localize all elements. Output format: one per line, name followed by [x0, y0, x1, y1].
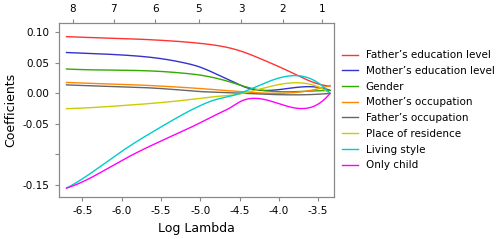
Line: Gender: Gender	[66, 69, 330, 92]
Y-axis label: Coefficients: Coefficients	[4, 73, 17, 147]
Living style	[190, 108, 196, 110]
Line: Living style: Living style	[66, 76, 330, 188]
Only child	[64, 187, 70, 190]
Place of residence	[220, 95, 226, 98]
Gender	[220, 79, 226, 81]
Only child	[327, 92, 333, 95]
Father’s occupation	[220, 91, 226, 94]
Line: Mother’s occupation: Mother’s occupation	[66, 82, 330, 93]
Father’s occupation	[291, 93, 297, 96]
Line: Father’s occupation: Father’s occupation	[66, 85, 330, 95]
Father’s occupation	[327, 92, 333, 95]
Mother’s education level	[280, 88, 286, 91]
Place of residence	[190, 98, 196, 101]
Mother’s occupation	[220, 89, 226, 92]
Mother’s education level	[327, 89, 333, 92]
Father’s education level	[327, 85, 333, 87]
Gender	[206, 75, 212, 78]
Place of residence	[321, 88, 327, 91]
Living style	[188, 108, 194, 111]
Gender	[64, 68, 70, 71]
Only child	[320, 99, 326, 102]
Line: Mother’s education level: Mother’s education level	[66, 53, 330, 91]
Mother’s occupation	[188, 87, 194, 89]
Father’s education level	[188, 41, 194, 44]
Place of residence	[293, 81, 299, 84]
Mother’s occupation	[206, 88, 212, 91]
Gender	[188, 73, 194, 76]
Gender	[190, 73, 196, 76]
Father’s occupation	[188, 90, 194, 92]
Legend: Father’s education level, Mother’s education level, Gender, Mother’s occupation,: Father’s education level, Mother’s educa…	[342, 50, 494, 170]
Mother’s education level	[321, 87, 327, 90]
Place of residence	[280, 82, 285, 85]
Father’s occupation	[190, 90, 196, 92]
Gender	[321, 89, 327, 92]
Only child	[188, 125, 194, 128]
Mother’s education level	[190, 64, 196, 66]
Line: Father’s education level: Father’s education level	[66, 37, 330, 86]
Father’s occupation	[206, 91, 212, 93]
Living style	[321, 86, 327, 89]
Gender	[327, 89, 333, 92]
Father’s education level	[280, 67, 285, 70]
Mother’s occupation	[280, 92, 286, 95]
Mother’s occupation	[327, 84, 333, 87]
Mother’s occupation	[272, 92, 278, 95]
Mother’s education level	[64, 51, 70, 54]
Only child	[280, 103, 285, 106]
Place of residence	[188, 98, 194, 101]
Living style	[280, 76, 285, 79]
Mother’s occupation	[321, 86, 327, 89]
Place of residence	[327, 92, 333, 95]
Mother’s occupation	[190, 87, 196, 89]
Living style	[327, 92, 333, 95]
Living style	[64, 187, 70, 190]
Mother’s education level	[206, 69, 212, 72]
Father’s occupation	[321, 92, 327, 95]
Father’s education level	[320, 84, 326, 87]
Father’s education level	[190, 41, 196, 44]
X-axis label: Log Lambda: Log Lambda	[158, 222, 234, 235]
Father’s education level	[206, 43, 212, 46]
Gender	[283, 90, 289, 93]
Mother’s education level	[262, 89, 268, 92]
Mother’s occupation	[64, 81, 70, 84]
Only child	[220, 110, 226, 113]
Father’s education level	[220, 45, 226, 48]
Line: Only child: Only child	[66, 93, 330, 188]
Mother’s education level	[188, 63, 194, 66]
Gender	[280, 90, 285, 93]
Only child	[206, 117, 212, 120]
Living style	[220, 96, 226, 99]
Only child	[190, 125, 196, 128]
Living style	[292, 74, 298, 77]
Living style	[206, 100, 212, 103]
Father’s occupation	[64, 83, 70, 86]
Place of residence	[64, 107, 70, 110]
Line: Place of residence: Place of residence	[66, 83, 330, 109]
Mother’s education level	[220, 76, 226, 79]
Father’s education level	[64, 35, 70, 38]
Father’s occupation	[280, 93, 285, 96]
Place of residence	[206, 96, 212, 99]
